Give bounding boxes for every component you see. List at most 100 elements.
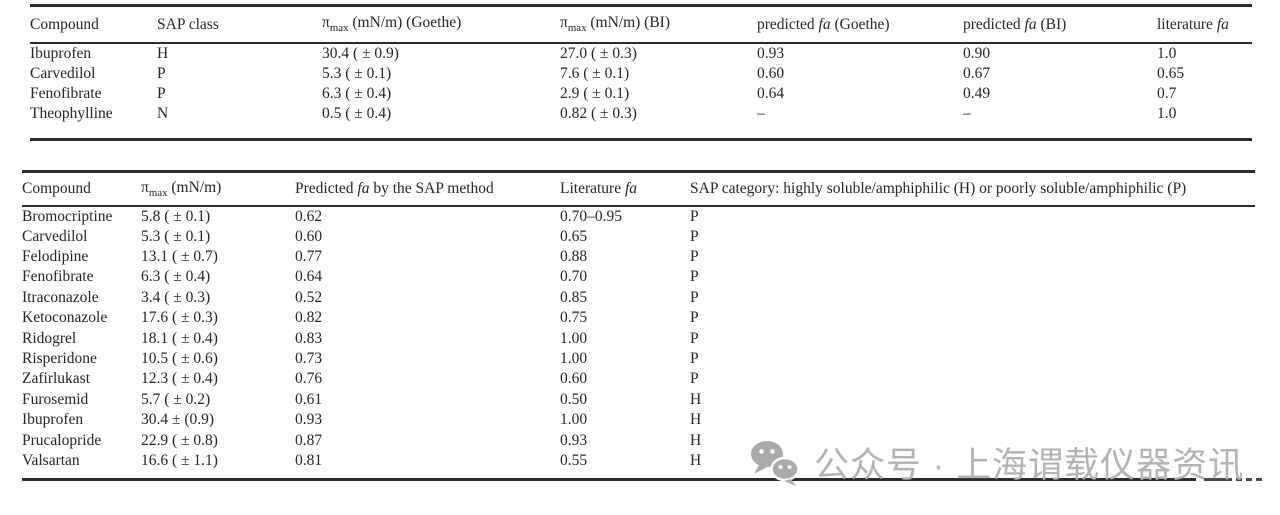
table-row: Prucalopride 22.9 ( ± 0.8) 0.87 0.93 H	[22, 430, 1255, 450]
cell-compound: Bromocriptine	[22, 207, 113, 225]
cell-predicted-fa: 0.87	[295, 431, 323, 449]
table-sap-prediction-comparison-grid: Compound SAP class πmax (mN/m) (Goethe) …	[30, 7, 1252, 125]
cell-literature-fa: 0.60	[560, 370, 588, 388]
cell-sap-category: P	[690, 309, 699, 327]
table1-header-row: Compound SAP class πmax (mN/m) (Goethe) …	[30, 7, 1252, 44]
table1-body: Ibuprofen H 30.4 ( ± 0.9) 27.0 ( ± 0.3) …	[30, 43, 1252, 125]
table-row: Risperidone 10.5 ( ± 0.6) 0.73 1.00 P	[22, 349, 1255, 369]
cell-pimax: 5.7 ( ± 0.2)	[141, 390, 211, 408]
cell-compound: Felodipine	[22, 248, 89, 266]
cell-compound: Fenofibrate	[30, 85, 102, 103]
cell-compound: Carvedilol	[30, 64, 96, 82]
cell-sap-category: H	[690, 390, 702, 408]
rule-solid-segment	[22, 478, 1196, 481]
cell-predicted-fa: 0.82	[295, 309, 323, 327]
cell-pimax-goethe: 30.4 ( ± 0.9)	[322, 44, 399, 62]
cell-predicted-fa: 0.93	[295, 411, 323, 429]
cell-pimax: 6.3 ( ± 0.4)	[141, 268, 211, 286]
cell-sap-category: P	[690, 268, 699, 286]
cell-compound: Ibuprofen	[22, 411, 84, 429]
rule-dash-segment	[1204, 478, 1232, 481]
wechat-icon	[751, 440, 800, 486]
table-sap-method-results-grid: Compound πmax (mN/m) Predicted fa by the…	[22, 173, 1255, 471]
col-pimax-bi: πmax (mN/m) (BI)	[560, 7, 757, 44]
watermark-text: 公众号 · 上海谓载仪器资讯	[814, 446, 1245, 485]
cell-predicted-fa: 0.73	[295, 350, 323, 368]
table-row: Itraconazole 3.4 ( ± 0.3) 0.52 0.85 P	[22, 288, 1255, 308]
cell-sap-class: N	[157, 105, 169, 123]
table-sap-method-results: Compound πmax (mN/m) Predicted fa by the…	[22, 170, 1255, 471]
cell-sap-class: H	[157, 44, 169, 62]
cell-predicted-fa: 0.64	[295, 268, 323, 286]
cell-sap-category: P	[690, 227, 699, 245]
col-predicted-fa: Predicted fa by the SAP method	[295, 173, 560, 207]
cell-compound: Prucalopride	[22, 431, 102, 449]
cell-literature-fa: 0.70–0.95	[560, 207, 622, 225]
col-pimax: πmax (mN/m)	[141, 173, 295, 207]
table-row: Fenofibrate P 6.3 ( ± 0.4) 2.9 ( ± 0.1) …	[30, 84, 1252, 104]
cell-predicted-fa-goethe: 0.93	[757, 44, 785, 62]
table-row: Furosemid 5.7 ( ± 0.2) 0.61 0.50 H	[22, 390, 1255, 410]
cell-sap-category: P	[690, 329, 699, 347]
col-pimax-goethe: πmax (mN/m) (Goethe)	[322, 7, 560, 44]
rule-dot-segment	[1246, 478, 1252, 481]
table-row: Ibuprofen H 30.4 ( ± 0.9) 27.0 ( ± 0.3) …	[30, 43, 1252, 63]
cell-compound: Furosemid	[22, 390, 89, 408]
cell-sap-category: H	[690, 451, 702, 469]
cell-pimax: 17.6 ( ± 0.3)	[141, 309, 218, 327]
cell-pimax-goethe: 0.5 ( ± 0.4)	[322, 105, 392, 123]
cell-literature-fa: 0.85	[560, 288, 588, 306]
cell-literature-fa: 0.88	[560, 248, 588, 266]
col-compound: Compound	[22, 173, 141, 207]
cell-compound: Risperidone	[22, 350, 97, 368]
cell-sap-category: H	[690, 411, 702, 429]
cell-literature-fa: 1.00	[560, 329, 588, 347]
cell-sap-category: P	[690, 350, 699, 368]
col-sap-class: SAP class	[157, 7, 322, 44]
cell-compound: Zafirlukast	[22, 370, 91, 388]
table2-bottom-rule	[22, 478, 1262, 481]
table-row: Ridogrel 18.1 ( ± 0.4) 0.83 1.00 P	[22, 328, 1255, 348]
table-row: Ketoconazole 17.6 ( ± 0.3) 0.82 0.75 P	[22, 308, 1255, 328]
cell-literature-fa: 0.55	[560, 451, 588, 469]
cell-pimax-bi: 27.0 ( ± 0.3)	[560, 44, 637, 62]
table-row: Valsartan 16.6 ( ± 1.1) 0.81 0.55 H	[22, 451, 1255, 471]
cell-pimax: 22.9 ( ± 0.8)	[141, 431, 218, 449]
table-row: Ibuprofen 30.4 ± (0.9) 0.93 1.00 H	[22, 410, 1255, 430]
cell-pimax-goethe: 5.3 ( ± 0.1)	[322, 64, 392, 82]
table-row: Zafirlukast 12.3 ( ± 0.4) 0.76 0.60 P	[22, 369, 1255, 389]
cell-pimax-bi: 0.82 ( ± 0.3)	[560, 105, 637, 123]
cell-predicted-fa: 0.60	[295, 227, 323, 245]
cell-predicted-fa: 0.83	[295, 329, 323, 347]
cell-literature-fa: 0.7	[1157, 85, 1177, 103]
table2-header-row: Compound πmax (mN/m) Predicted fa by the…	[22, 173, 1255, 207]
cell-predicted-fa-bi: –	[963, 105, 971, 123]
cell-literature-fa: 1.00	[560, 350, 588, 368]
rule-dot-segment	[1236, 478, 1242, 481]
cell-pimax: 5.8 ( ± 0.1)	[141, 207, 211, 225]
cell-pimax: 13.1 ( ± 0.7)	[141, 248, 218, 266]
cell-compound: Itraconazole	[22, 288, 99, 306]
cell-compound: Ridogrel	[22, 329, 77, 347]
col-literature-fa: Literature fa	[560, 173, 690, 207]
cell-compound: Fenofibrate	[22, 268, 94, 286]
cell-predicted-fa-goethe: 0.60	[757, 64, 785, 82]
cell-pimax: 30.4 ± (0.9)	[141, 411, 215, 429]
cell-pimax: 5.3 ( ± 0.1)	[141, 227, 211, 245]
cell-predicted-fa-goethe: –	[757, 105, 765, 123]
cell-predicted-fa-bi: 0.49	[963, 85, 991, 103]
table-row: Fenofibrate 6.3 ( ± 0.4) 0.64 0.70 P	[22, 267, 1255, 287]
cell-compound: Valsartan	[22, 451, 80, 469]
table-row: Carvedilol P 5.3 ( ± 0.1) 7.6 ( ± 0.1) 0…	[30, 63, 1252, 83]
cell-compound: Ibuprofen	[30, 44, 92, 62]
cell-compound: Carvedilol	[22, 227, 88, 245]
cell-literature-fa: 1.00	[560, 411, 588, 429]
cell-predicted-fa-bi: 0.90	[963, 44, 991, 62]
cell-predicted-fa: 0.77	[295, 248, 323, 266]
rule-dot-segment	[1256, 478, 1262, 481]
cell-predicted-fa: 0.52	[295, 288, 323, 306]
cell-predicted-fa-goethe: 0.64	[757, 85, 785, 103]
col-compound: Compound	[30, 7, 157, 44]
cell-literature-fa: 0.50	[560, 390, 588, 408]
cell-literature-fa: 0.65	[560, 227, 588, 245]
